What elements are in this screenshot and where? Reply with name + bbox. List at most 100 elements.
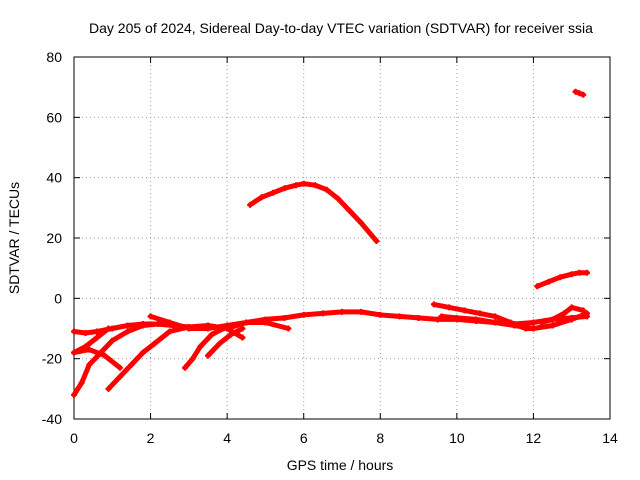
data-point (205, 325, 211, 332)
data-point (239, 334, 246, 341)
data-point (373, 238, 380, 245)
data-point (492, 319, 499, 326)
data-point (396, 313, 403, 320)
data-point (557, 274, 564, 281)
data-point (346, 207, 353, 214)
data-point (580, 91, 587, 98)
x-tick-label: 2 (147, 430, 155, 446)
data-point (312, 182, 319, 189)
series-track-5 (106, 323, 245, 392)
data-point (446, 304, 453, 311)
data-point (105, 325, 112, 332)
data-point (105, 385, 112, 392)
data-point (208, 331, 215, 338)
y-axis-label: SDTVAR / TECUs (6, 182, 22, 294)
data-point (262, 316, 269, 323)
data-point (358, 308, 365, 315)
data-point (545, 278, 552, 285)
data-point (109, 337, 116, 344)
data-point (166, 319, 173, 326)
data-point (128, 361, 135, 368)
data-point (293, 182, 300, 189)
x-tick-label: 6 (300, 430, 308, 446)
data-point (166, 328, 173, 335)
data-point (568, 316, 575, 323)
data-point (561, 310, 568, 317)
data-point (576, 90, 583, 97)
data-point (530, 319, 537, 326)
data-point (82, 330, 89, 337)
data-point (97, 349, 104, 356)
data-point (281, 314, 288, 321)
data-point (438, 313, 445, 320)
series-track-9 (224, 309, 590, 331)
x-tick-label: 12 (526, 430, 542, 446)
data-point (116, 364, 123, 371)
data-point (239, 325, 246, 332)
data-point (461, 307, 468, 314)
data-point (511, 322, 518, 329)
series-track-8 (205, 326, 245, 359)
series-track-3 (71, 347, 123, 371)
data-point (151, 340, 158, 347)
data-point (270, 189, 277, 196)
data-point (71, 328, 77, 335)
data-point (584, 269, 591, 276)
data-point (549, 322, 556, 329)
x-tick-label: 14 (602, 430, 618, 446)
data-point (300, 311, 307, 318)
ticks-layer: 0 2 4 6 8 10 12 14 -40 -20 0 20 40 60 80 (42, 49, 618, 446)
data-point (300, 180, 307, 187)
x-axis-label: GPS time / hours (287, 457, 394, 473)
data-point (86, 346, 93, 353)
data-point (247, 201, 254, 208)
y-tick-label: -40 (42, 411, 62, 427)
chart-title: Day 205 of 2024, Sidereal Day-to-day VTE… (89, 20, 593, 36)
data-point (473, 316, 479, 323)
data-point (101, 352, 108, 359)
data-point (216, 340, 223, 347)
data-point (430, 301, 437, 308)
data-point (124, 328, 131, 335)
data-point (358, 219, 365, 226)
data-point (530, 325, 537, 332)
series-layer (71, 88, 591, 398)
data-point (492, 313, 499, 320)
data-point (227, 331, 234, 338)
data-point (476, 310, 483, 317)
y-tick-label: 20 (46, 230, 62, 246)
y-tick-label: 40 (46, 170, 62, 186)
y-tick-label: -20 (42, 351, 62, 367)
data-point (434, 316, 441, 323)
series-track-10 (247, 181, 379, 244)
data-point (335, 195, 342, 202)
data-point (185, 325, 192, 332)
y-tick-label: 60 (46, 109, 62, 125)
data-point (453, 314, 460, 321)
data-point (339, 308, 345, 315)
data-point (71, 349, 77, 356)
data-point (538, 319, 545, 326)
y-tick-label: 80 (46, 49, 62, 65)
data-point (147, 313, 154, 320)
data-point (258, 194, 265, 201)
data-point (155, 320, 162, 327)
data-point (124, 322, 131, 329)
data-point (93, 328, 100, 335)
data-point (71, 391, 77, 398)
data-point (319, 310, 326, 317)
data-point (116, 373, 123, 380)
data-point (205, 352, 211, 359)
data-point (549, 316, 556, 323)
data-point (281, 185, 288, 192)
data-point (182, 364, 189, 371)
data-point (534, 283, 541, 290)
data-point (285, 325, 292, 332)
data-point (197, 343, 204, 350)
data-point (139, 349, 146, 356)
data-point (568, 271, 575, 278)
data-point (576, 269, 583, 276)
x-tick-label: 8 (376, 430, 384, 446)
data-point (93, 334, 100, 341)
